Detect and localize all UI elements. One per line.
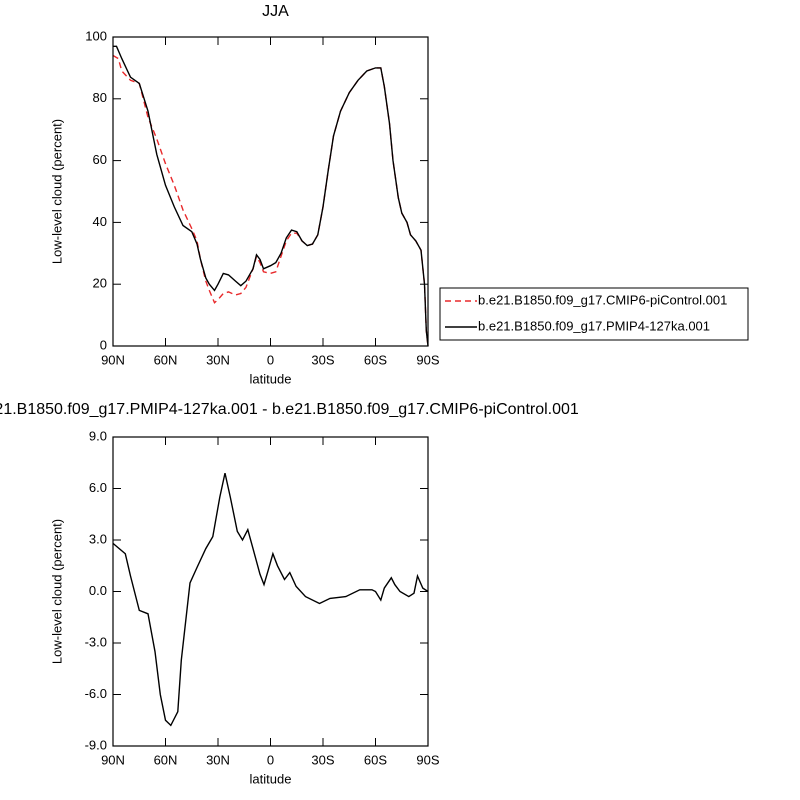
data-line [112,54,429,347]
y-tick-label: 100 [85,28,107,43]
x-tick-label: 30S [311,352,334,367]
x-axis-label: latitude [250,371,292,386]
y-tick-label: 0.0 [89,583,107,598]
y-tick-label: 60 [93,152,107,167]
x-tick-label: 60N [154,752,178,767]
x-tick-label: 90N [101,752,125,767]
legend-box [439,287,749,341]
y-tick-label: 20 [93,276,107,291]
x-tick-label: 0 [267,352,274,367]
chart-title: b.e21.B1850.f09_g17.PMIP4-127ka.001 - b.… [0,401,579,418]
x-tick-label: 60S [364,352,387,367]
x-tick-label: 90S [416,752,439,767]
legend-label: b.e21.B1850.f09_g17.CMIP6-piControl.001 [478,292,727,307]
legend-label: b.e21.B1850.f09_g17.PMIP4-127ka.001 [478,318,710,333]
y-tick-label: -3.0 [85,634,107,649]
y-tick-label: 9.0 [89,428,107,443]
y-tick-label: -9.0 [85,737,107,752]
x-tick-label: 30N [206,752,230,767]
y-tick-label: -6.0 [85,686,107,701]
x-axis-label: latitude [250,771,292,786]
x-tick-label: 60S [364,752,387,767]
data-line [113,45,429,347]
y-tick-label: 6.0 [89,480,107,495]
x-tick-label: 30S [311,752,334,767]
y-axis-label: Low-level cloud (percent) [49,119,64,264]
data-line [112,472,429,727]
y-tick-label: 3.0 [89,531,107,546]
x-tick-label: 60N [154,352,178,367]
y-tick-label: 0 [100,337,107,352]
x-tick-label: 30N [206,352,230,367]
y-tick-label: 80 [93,90,107,105]
x-tick-label: 90S [416,352,439,367]
chart-title: JJA [262,3,289,20]
y-axis-label: Low-level cloud (percent) [49,519,64,664]
x-tick-label: 0 [267,752,274,767]
y-tick-label: 40 [93,214,107,229]
plot-frame [112,436,429,747]
x-tick-label: 90N [101,352,125,367]
plot-frame [112,36,429,347]
